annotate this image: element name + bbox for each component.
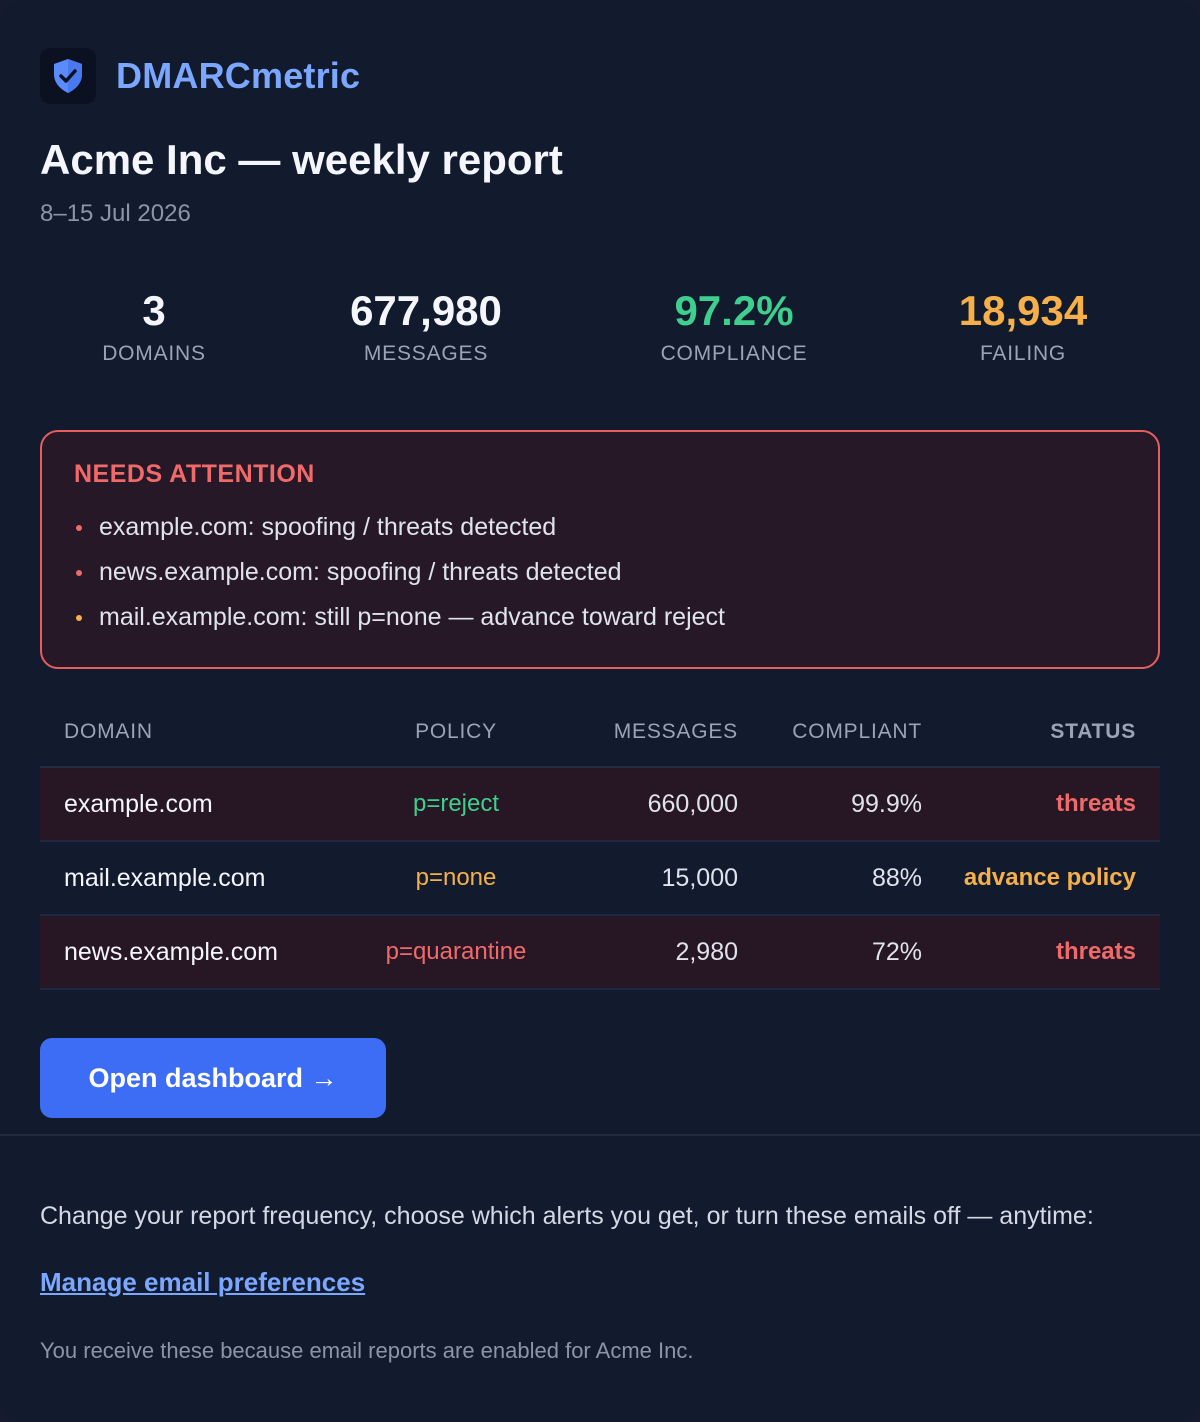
- attention-title: NEEDS ATTENTION: [74, 460, 315, 488]
- cell-status: advance policy: [963, 864, 1136, 891]
- bullet-icon: [76, 569, 82, 576]
- stat-label: MESSAGES: [363, 342, 489, 365]
- attention-item-text: example.com: spoofing / threats detected: [99, 513, 557, 541]
- attention-item: mail.example.com: still p=none — advance…: [74, 595, 1126, 640]
- manage-preferences-link[interactable]: Manage email preferences: [40, 1267, 366, 1297]
- cell-compliant: 72%: [871, 937, 922, 966]
- brand-header: DMARCmetric: [40, 48, 360, 104]
- cell-domain: example.com: [64, 789, 213, 818]
- table-row: mail.example.com p=none 15,000 88% advan…: [40, 842, 1160, 916]
- cell-status: threats: [1055, 938, 1136, 965]
- cell-domain: news.example.com: [64, 937, 278, 966]
- table-header: DOMAIN POLICY MESSAGES COMPLIANT STATUS: [40, 698, 1160, 768]
- report-period: 8–15 Jul 2026: [40, 200, 191, 227]
- cell-messages: 660,000: [647, 789, 738, 818]
- bullet-icon: [76, 614, 82, 621]
- logo: [40, 48, 96, 104]
- cell-messages: 15,000: [661, 863, 738, 892]
- attention-item-text: mail.example.com: still p=none — advance…: [99, 603, 725, 631]
- column-header-messages: MESSAGES: [613, 720, 738, 743]
- stat-compliance: 97.2% COMPLIANCE: [644, 286, 824, 366]
- divider: [0, 1134, 1200, 1136]
- stat-value: 3: [142, 287, 166, 334]
- column-header-compliant: COMPLIANT: [792, 720, 922, 743]
- cell-compliant: 99.9%: [851, 789, 922, 818]
- column-header-status: STATUS: [1050, 720, 1136, 743]
- stat-messages: 677,980 MESSAGES: [326, 286, 526, 366]
- table-row: example.com p=reject 660,000 99.9% threa…: [40, 768, 1160, 842]
- column-header-domain: DOMAIN: [64, 720, 153, 743]
- cell-policy: p=reject: [412, 790, 500, 817]
- brand-name: DMARCmetric: [116, 55, 361, 96]
- stat-label: DOMAINS: [102, 342, 206, 365]
- shield-check-icon: [54, 59, 82, 93]
- cell-messages: 2,980: [675, 937, 738, 966]
- attention-item-text: news.example.com: spoofing / threats det…: [99, 558, 622, 586]
- cell-status: threats: [1055, 790, 1136, 817]
- bullet-icon: [76, 524, 82, 531]
- attention-item: example.com: spoofing / threats detected: [74, 505, 1126, 550]
- stat-label: FAILING: [979, 342, 1067, 365]
- stat-domains: 3 DOMAINS: [94, 286, 214, 366]
- footer-note: You receive these because email reports …: [40, 1338, 694, 1363]
- open-dashboard-button[interactable]: Open dashboard →: [40, 1038, 386, 1118]
- domains-table: DOMAIN POLICY MESSAGES COMPLIANT STATUS …: [40, 698, 1160, 990]
- cell-domain: mail.example.com: [64, 863, 266, 892]
- table-row: news.example.com p=quarantine 2,980 72% …: [40, 916, 1160, 990]
- stat-label: COMPLIANCE: [660, 342, 808, 365]
- report-title: Acme Inc — weekly report: [40, 136, 563, 183]
- cell-policy: p=none: [415, 864, 497, 891]
- column-header-policy: POLICY: [415, 720, 497, 743]
- cell-policy: p=quarantine: [385, 938, 527, 965]
- attention-item: news.example.com: spoofing / threats det…: [74, 550, 1126, 595]
- stat-value: 677,980: [350, 287, 502, 334]
- needs-attention-panel: NEEDS ATTENTION example.com: spoofing / …: [40, 430, 1160, 669]
- stat-value: 18,934: [958, 287, 1088, 334]
- footer-text: Change your report frequency, choose whi…: [40, 1202, 1094, 1230]
- stat-value: 97.2%: [674, 287, 794, 334]
- stat-failing: 18,934 FAILING: [943, 286, 1103, 366]
- cell-compliant: 88%: [871, 863, 922, 892]
